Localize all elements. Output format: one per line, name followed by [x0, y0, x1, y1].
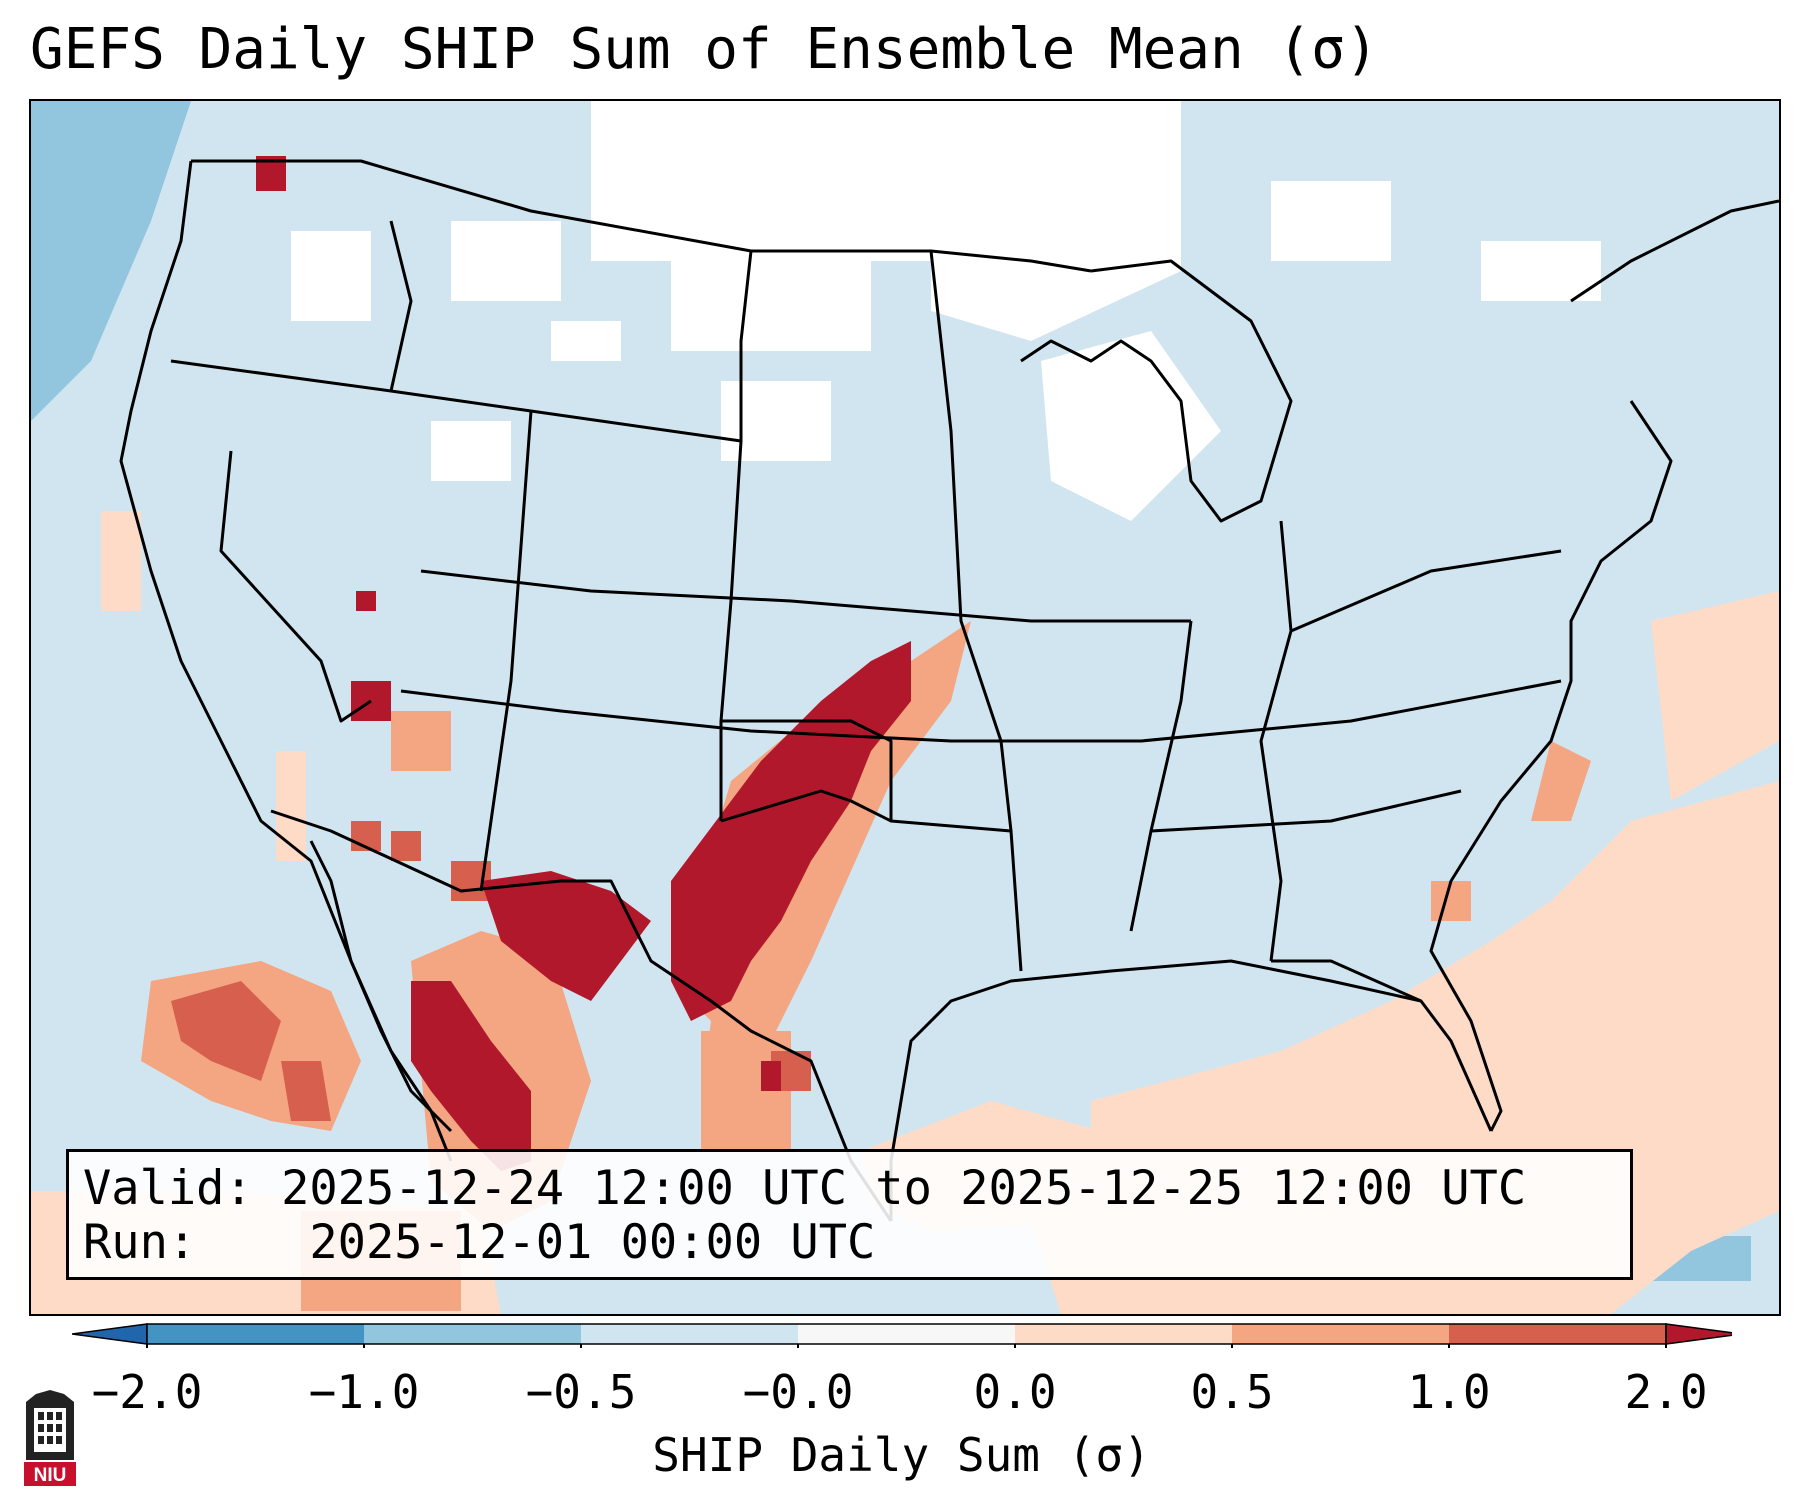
state-line-or-id	[170, 220, 413, 393]
colorbar-border	[146, 1323, 1667, 1345]
colorbar-segment	[147, 1324, 364, 1344]
colorbar-segment	[1232, 1324, 1449, 1344]
colorbar-tick: −0.0	[742, 1365, 854, 1419]
colorbar	[72, 1323, 1732, 1348]
coastlines-and-borders	[119, 159, 1779, 1222]
map-title: GEFS Daily SHIP Sum of Ensemble Mean (σ)	[30, 17, 1379, 82]
colorbar-label: SHIP Daily Sum (σ)	[652, 1428, 1151, 1482]
baja-peninsula	[309, 840, 453, 1133]
gulf-coastline	[889, 959, 1493, 1221]
near-zero-regions	[291, 101, 1601, 521]
colorbar-tick: −0.5	[525, 1365, 637, 1419]
colorbar-tick: 0.5	[1190, 1365, 1274, 1419]
atlantic-coastline	[1429, 199, 1779, 1132]
niu-logo: NIU	[24, 1390, 76, 1486]
rio-grande-border	[270, 809, 893, 1222]
state-line-nm-tx	[721, 719, 893, 821]
state-line-ns-3	[929, 250, 1023, 972]
state-line-texas-ok	[720, 789, 1012, 833]
colorbar-tick: −2.0	[91, 1365, 203, 1419]
colorbar-tick: 2.0	[1624, 1365, 1708, 1419]
state-line-southeast	[1271, 959, 1422, 1003]
colorbar-tick: 0.0	[973, 1365, 1057, 1419]
state-line-east-2	[1290, 549, 1562, 633]
state-line-ns-2	[719, 440, 743, 821]
state-line-east-1	[1150, 789, 1462, 833]
valid-label: Valid:	[83, 1161, 253, 1216]
logo-text: NIU	[34, 1465, 67, 1486]
colorbar-segment	[1449, 1324, 1666, 1344]
map-canvas	[31, 101, 1779, 1314]
state-line-southern	[400, 679, 1562, 743]
colorbar-under-arrow	[72, 1323, 148, 1345]
colorbar-over-arrow	[1665, 1323, 1732, 1345]
state-line-ca-nv	[219, 450, 372, 723]
colorbar-segment	[364, 1324, 581, 1344]
valid-value: 2025-12-24 12:00 UTC to 2025-12-25 12:00…	[281, 1161, 1527, 1216]
colorbar-tick: −1.0	[308, 1365, 420, 1419]
colorbar-segment	[798, 1324, 1015, 1344]
run-value: 2025-12-01 00:00 UTC	[309, 1215, 876, 1270]
state-line-ns-5	[1259, 520, 1293, 962]
great-lakes-outline	[1020, 259, 1293, 523]
state-line-ns-4	[1129, 620, 1193, 932]
colorbar-tick: 1.0	[1407, 1365, 1491, 1419]
state-line-central-ew	[420, 569, 1191, 623]
info-box: Valid: 2025-12-24 12:00 UTC to 2025-12-2…	[66, 1149, 1633, 1280]
state-line-ns-1	[479, 410, 533, 892]
map-panel	[29, 99, 1781, 1316]
colorbar-segment	[1015, 1324, 1232, 1344]
run-label: Run:	[83, 1215, 197, 1270]
colorbar-segment	[581, 1324, 798, 1344]
